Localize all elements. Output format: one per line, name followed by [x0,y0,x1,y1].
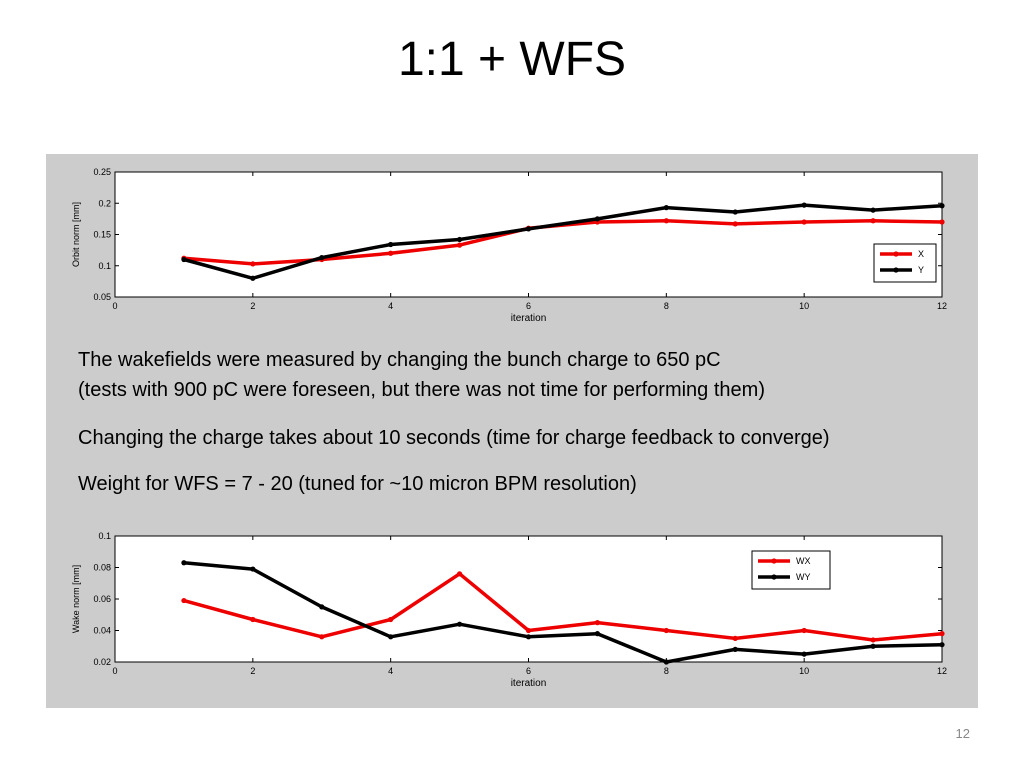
data-point-wx [939,631,945,637]
legend-marker-wx [771,558,777,564]
y-axis-label: Orbit norm [mm] [71,202,81,267]
text-line-charge: Changing the charge takes about 10 secon… [78,427,830,449]
data-point-wy [319,604,325,610]
data-point-wx [456,571,463,577]
y-tick-label: 0.08 [93,563,111,573]
x-tick-label: 6 [526,666,531,676]
legend-label-x: X [918,249,924,259]
y-tick-label: 0.25 [93,167,111,177]
y-tick-label: 0.2 [98,198,111,208]
legend-label-wx: WX [796,556,811,566]
data-point-y [801,202,807,208]
data-point-y [456,236,463,243]
legend-box [751,550,831,590]
data-point-y [939,203,945,209]
data-point-y [663,205,669,211]
data-point-x [388,250,394,256]
x-tick-label: 12 [937,666,947,676]
data-point-wx [388,616,394,623]
y-tick-label: 0.06 [93,594,111,604]
data-point-wx [250,616,256,623]
data-point-x [250,261,256,267]
data-point-wy [250,566,256,572]
data-point-y [388,241,394,248]
data-point-x [939,219,945,225]
data-point-x [456,242,463,248]
data-point-wy [388,634,394,640]
data-point-x [870,218,876,224]
y-tick-label: 0.05 [93,292,111,302]
x-tick-label: 10 [799,301,809,311]
data-point-x [801,219,807,225]
legend-marker-wy [771,574,777,580]
data-point-wx [870,637,876,643]
data-point-x [663,218,669,224]
plot-area [114,171,943,298]
legend-label-wy: WY [796,572,811,582]
wake-norm-chart: 0 2 4 6 8 10 12 0.02 0.04 0.06 0.08 0.1 iteration Wak… [71,531,947,689]
data-point-wy [594,631,601,637]
data-point-wx [181,597,187,604]
y-tick-label: 0.1 [98,531,111,541]
data-point-wy [181,560,187,566]
text-line-wakefields: The wakefields were measured by changing… [78,349,721,371]
data-point-wx [732,635,738,641]
y-tick-label: 0.02 [93,657,111,667]
data-point-wx [663,627,669,634]
data-point-wx [594,620,601,626]
data-point-y [250,275,256,281]
data-point-x [732,221,738,227]
x-axis-label: iteration [511,678,547,689]
data-point-y [525,226,532,232]
data-point-wy [525,634,532,640]
legend-marker-y [893,267,899,273]
y-tick-label: 0.15 [93,230,111,240]
x-tick-label: 6 [526,301,531,311]
data-point-wx [801,627,807,634]
data-point-wy [939,642,945,648]
data-point-y [594,216,601,222]
data-point-wy [732,646,738,652]
x-tick-label: 2 [250,301,255,311]
legend-label-y: Y [918,265,924,275]
data-point-y [181,256,187,263]
x-tick-label: 2 [250,666,255,676]
data-point-y [732,209,738,215]
series-line-wx [183,572,943,642]
x-tick-label: 12 [937,301,947,311]
x-tick-label: 0 [112,301,117,311]
data-point-y [319,255,325,261]
slide-number: 12 [955,726,970,741]
legend-marker-x [893,251,899,257]
x-tick-label: 10 [799,666,809,676]
x-tick-label: 8 [664,666,669,676]
x-tick-label: 0 [112,666,117,676]
data-point-y [870,207,876,213]
legend-box [873,243,937,283]
slide-title: 1:1 + WFS [397,33,627,86]
y-tick-label: 0.04 [93,626,111,636]
y-tick-label: 0.1 [98,261,111,271]
series-line-y [183,203,943,281]
data-point-wx [525,627,532,634]
orbit-norm-chart: 0 2 4 6 8 10 12 0.05 0.1 0.15 0.2 0.25 iteration Orbi… [71,167,947,324]
x-tick-label: 4 [388,301,393,311]
y-axis-label: Wake norm [mm] [71,565,81,633]
x-axis-label: iteration [511,313,547,324]
text-line-tests: (tests with 900 pC were foreseen, but th… [78,379,765,401]
text-line-weight: Weight for WFS = 7 - 20 (tuned for ~10 m… [78,473,637,495]
series-line-wy [183,561,943,664]
data-point-wy [456,621,463,627]
data-point-wy [870,643,876,649]
data-point-wx [319,634,325,640]
data-point-wy [801,651,807,657]
data-point-wy [663,659,669,665]
x-tick-label: 8 [664,301,669,311]
x-tick-label: 4 [388,666,393,676]
